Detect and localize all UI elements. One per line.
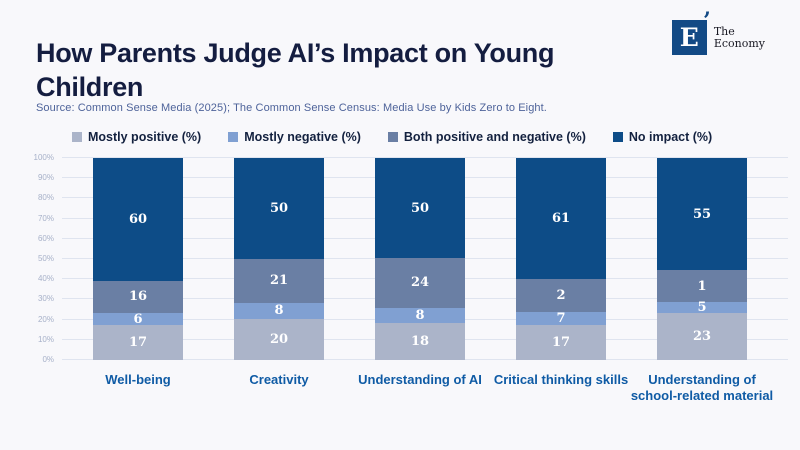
y-axis-label: 30% <box>37 294 54 304</box>
bar-segment: 50 <box>234 158 324 260</box>
gridline <box>62 157 788 158</box>
bar-segment: 24 <box>375 258 465 308</box>
legend-item: Mostly negative (%) <box>228 130 361 144</box>
bar-segment: 21 <box>234 259 324 303</box>
bar-value-label: 50 <box>269 201 289 217</box>
y-axis-label: 90% <box>37 173 54 183</box>
y-axis-label: 50% <box>37 254 54 263</box>
bar-segment: 2 <box>516 279 606 312</box>
bar-segment: 6 <box>93 311 183 327</box>
y-axis-label: 70% <box>37 213 54 223</box>
bar-segment: 55 <box>657 158 747 271</box>
bar-group: 20 8 21 50 <box>234 158 324 360</box>
bar-group: 18 8 24 50 <box>375 158 465 360</box>
logo-apostrophe-icon: ’ <box>703 8 711 34</box>
y-axis-label: 60% <box>37 233 54 243</box>
page-title: How Parents Judge AI’s Impact on Young C… <box>36 38 555 103</box>
bar-group: 23 5 1 55 <box>657 158 747 360</box>
bar-value-label: 18 <box>410 333 430 349</box>
bar-value-label: 8 <box>274 303 284 319</box>
bar-segment: 17 <box>93 325 183 360</box>
bar-value-label: 6 <box>133 311 143 327</box>
bar-value-label: 21 <box>269 273 289 289</box>
bar-value-label: 16 <box>128 289 148 305</box>
y-axis-label: 80% <box>37 193 54 203</box>
logo-mark: E ’ <box>671 10 711 55</box>
bar-value-label: 17 <box>128 335 148 351</box>
bar-segment: 61 <box>516 158 606 280</box>
legend-item: No impact (%) <box>612 130 713 144</box>
legend: Mostly positive (%) Mostly negative (%) Bo… <box>72 130 762 144</box>
bar-segment: 60 <box>93 158 183 281</box>
logo: E ’ The Economy <box>671 10 765 55</box>
x-axis-label: Understanding of school-related material <box>630 372 774 403</box>
x-axis-label: Critical thinking skills <box>493 372 629 387</box>
legend-item: Both positive and negative (%) <box>387 130 586 144</box>
bar-value-label: 1 <box>697 278 707 294</box>
bar-value-label: 24 <box>410 275 430 291</box>
y-axis-label: 0% <box>42 355 54 364</box>
bar-group: 17 7 2 61 <box>516 158 606 360</box>
bar-group: 17 6 16 60 <box>93 158 183 360</box>
legend-swatch-icon <box>228 132 239 142</box>
bar-value-label: 23 <box>692 329 712 345</box>
y-axis-label: 10% <box>37 334 54 344</box>
legend-swatch-icon <box>612 132 623 142</box>
y-axis-label: 20% <box>37 314 54 324</box>
bar-segment: 1 <box>657 270 747 303</box>
bar-segment: 16 <box>93 280 183 314</box>
bar-segment: 8 <box>234 302 324 319</box>
y-axis-label: 100% <box>33 153 54 162</box>
legend-swatch-icon <box>387 132 398 142</box>
bar-segment: 17 <box>516 325 606 360</box>
bar-segment: 20 <box>234 319 324 360</box>
bar-value-label: 5 <box>697 300 707 316</box>
logo-wordmark: The Economy <box>714 26 765 49</box>
x-axis-label: Understanding of AI <box>358 372 482 387</box>
legend-swatch-icon <box>72 132 82 142</box>
bar-value-label: 2 <box>556 287 566 303</box>
bar-value-label: 50 <box>410 200 430 216</box>
bar-segment: 18 <box>375 322 465 360</box>
x-axis-label: Creativity <box>249 372 309 387</box>
bar-segment: 50 <box>375 158 465 259</box>
x-axis-label: Well-being <box>105 372 171 387</box>
legend-label: Mostly negative (%) <box>244 130 361 144</box>
bar-value-label: 7 <box>556 310 566 326</box>
bar-value-label: 20 <box>269 332 289 347</box>
bar-segment: 7 <box>516 310 606 326</box>
legend-label: Both positive and negative (%) <box>403 130 586 144</box>
bar-value-label: 60 <box>128 211 148 227</box>
y-axis-label: 40% <box>37 274 54 284</box>
source-note: Source: Common Sense Media (2025); The C… <box>36 102 547 114</box>
bar-value-label: 8 <box>415 307 425 323</box>
bar-segment: 23 <box>657 313 747 360</box>
bar-segment: 5 <box>657 300 747 316</box>
legend-label: No impact (%) <box>628 130 713 144</box>
logo-wordmark-line1: The <box>713 25 735 38</box>
legend-item: Mostly positive (%) <box>72 130 201 144</box>
bar-value-label: 61 <box>551 211 571 227</box>
legend-label: Mostly positive (%) <box>88 130 202 144</box>
logo-letter: E <box>679 23 699 52</box>
plot-area: 0% 10% 20% 30% 40% 50% 60% 70% 80% 90% 100% 17 6 16 60… <box>34 153 788 403</box>
bar-value-label: 55 <box>692 206 712 222</box>
bar-segment: 8 <box>375 307 465 323</box>
logo-wordmark-line2: Economy <box>713 36 765 50</box>
bar-value-label: 17 <box>551 335 571 351</box>
